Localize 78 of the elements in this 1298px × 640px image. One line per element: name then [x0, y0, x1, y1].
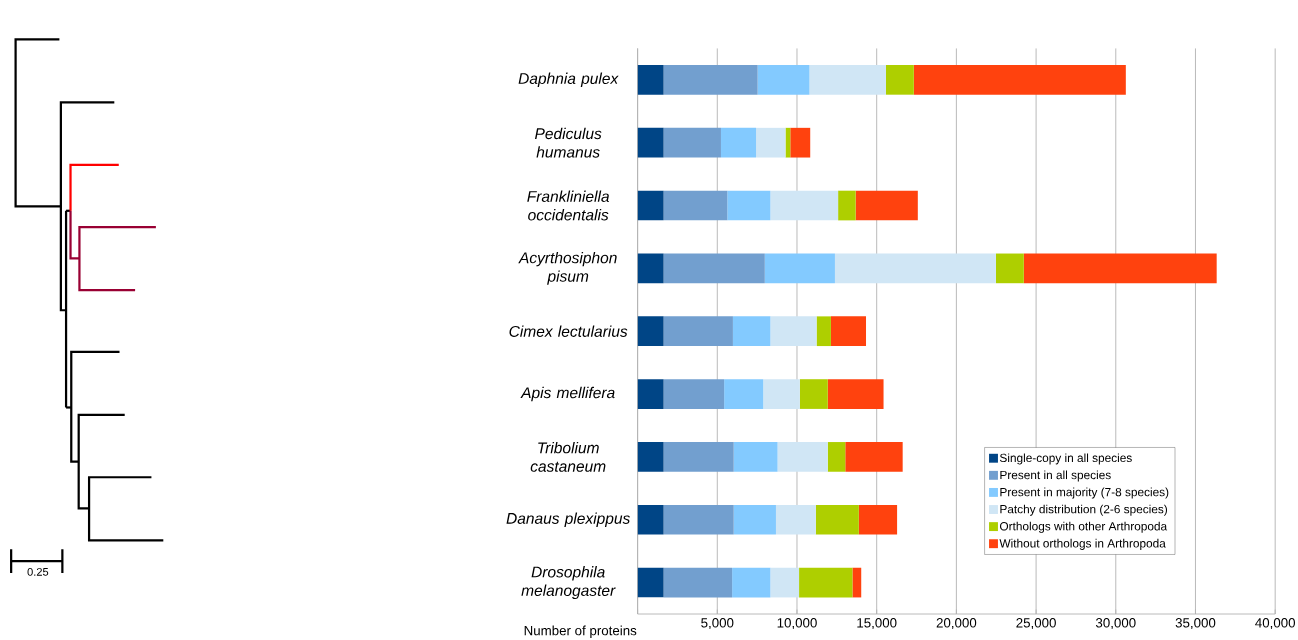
y-tick-label: Drosophila melanogaster — [521, 565, 616, 599]
bar — [827, 441, 846, 472]
x-tick-label: 10,000 — [777, 617, 817, 629]
bar — [637, 127, 664, 158]
x-tick-label: 15,000 — [857, 617, 897, 629]
bar — [1023, 253, 1217, 284]
bar — [764, 253, 835, 284]
bar — [858, 504, 898, 535]
bar — [770, 567, 800, 598]
bar — [770, 190, 839, 221]
x-tick-label: 40,000 — [1255, 617, 1296, 629]
bar — [834, 253, 996, 284]
bar — [852, 567, 862, 598]
text: 0.25 — [27, 567, 49, 576]
legend-label: Patchy distribution (2-6 species) — [1000, 504, 1168, 516]
bar — [733, 504, 776, 535]
legend-label: Without orthologs in Arthropoda — [999, 538, 1166, 550]
bar — [809, 64, 886, 95]
bar — [799, 379, 828, 409]
y-tick-label: Daphnia pulex — [518, 72, 619, 87]
bar — [770, 316, 817, 346]
bar — [663, 441, 734, 472]
bar — [815, 504, 859, 535]
bar — [855, 190, 918, 221]
bar — [637, 316, 664, 346]
x-tick-label: 5,000 — [701, 617, 734, 629]
bar — [913, 64, 1126, 95]
bar — [995, 253, 1024, 284]
bar — [637, 379, 664, 409]
bar — [732, 567, 771, 598]
bar — [663, 504, 734, 535]
y-tick-label: Acyrthosiphon pisum — [518, 251, 617, 285]
bar — [663, 316, 733, 346]
bar — [637, 190, 664, 221]
y-tick-label: Apis mellifera — [520, 386, 615, 402]
bar — [637, 253, 664, 284]
bar — [637, 64, 664, 95]
bar — [756, 127, 786, 158]
y-tick-label: Frankliniella occidentalis — [527, 190, 610, 221]
x-axis-title: Number of proteins — [524, 625, 637, 638]
bar — [663, 127, 721, 158]
bar — [663, 64, 758, 95]
bar — [727, 190, 771, 221]
bar — [720, 127, 757, 158]
bar — [733, 441, 778, 472]
y-tick-label: Danaus plexippus — [506, 512, 630, 527]
bar — [663, 567, 733, 598]
bar — [838, 190, 856, 221]
bar — [732, 316, 771, 346]
bar — [777, 441, 828, 472]
bar — [724, 379, 764, 409]
bar — [885, 64, 914, 95]
bar — [799, 567, 853, 598]
bar — [845, 441, 903, 472]
bar — [637, 504, 664, 535]
x-tick-label: 35,000 — [1175, 617, 1216, 629]
x-tick-label: 20,000 — [936, 617, 977, 629]
bar — [663, 379, 725, 409]
x-tick-label: 25,000 — [1016, 617, 1056, 629]
bar — [830, 316, 867, 346]
y-tick-label: Tribolium castaneum — [530, 441, 606, 472]
bar — [827, 379, 884, 409]
bar — [816, 316, 831, 346]
legend-label: Present in all species — [1000, 470, 1111, 482]
bar — [763, 379, 800, 409]
bar — [757, 64, 810, 95]
bar — [663, 190, 728, 221]
legend-label: Single-copy in all species — [999, 453, 1132, 465]
y-tick-label: Cimex lectularius — [509, 325, 628, 337]
bar — [637, 567, 664, 598]
y-tick-label: Pediculus humanus — [534, 127, 602, 158]
bar — [663, 253, 765, 284]
x-tick-label: 30,000 — [1095, 617, 1136, 629]
legend-label: Orthologs with other Arthropoda — [999, 521, 1168, 533]
legend-label: Present in majority (7-8 species) — [1000, 487, 1169, 499]
bar — [775, 504, 816, 535]
bar — [637, 441, 664, 472]
bar — [790, 127, 811, 158]
